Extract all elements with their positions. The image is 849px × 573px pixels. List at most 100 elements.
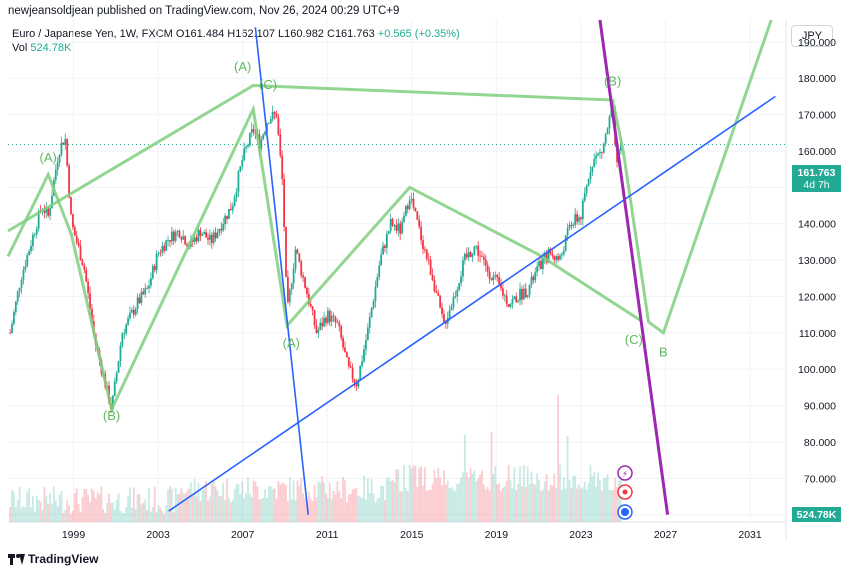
elliott-wave-lines[interactable] — [6, 19, 773, 414]
volume-bar — [269, 486, 272, 522]
candle-body — [564, 235, 567, 251]
volume-bar — [130, 507, 133, 522]
volume-bar — [540, 490, 542, 522]
volume-bar — [136, 494, 139, 522]
candle-body — [600, 151, 603, 153]
volume-bar — [58, 494, 61, 522]
volume-bar — [292, 480, 295, 522]
volume-bar — [454, 491, 457, 522]
candle-body — [555, 256, 558, 261]
volume-bar — [465, 472, 468, 522]
volume-bar — [16, 500, 19, 522]
volume-bar — [235, 483, 238, 522]
volume-bar — [463, 434, 466, 522]
candle-body — [247, 145, 249, 147]
candle-body — [361, 361, 364, 366]
candle-body — [576, 214, 579, 222]
volume-bar — [380, 485, 383, 522]
candle-body — [228, 209, 230, 219]
volume-bar — [64, 509, 67, 522]
volume-bar — [355, 487, 358, 522]
dividend-event-icon[interactable] — [617, 465, 633, 481]
time-tick-label: 2023 — [569, 529, 593, 541]
legend-symbol[interactable]: Euro / Japanese Yen, 1W, FXCM — [12, 28, 173, 40]
chart-event-icons[interactable]: ⚡ — [617, 465, 633, 520]
volume-bar — [208, 496, 211, 522]
volume-bar — [247, 477, 249, 522]
volume-bar — [157, 505, 160, 522]
volume-bar — [387, 477, 390, 522]
volume-bar — [30, 507, 32, 522]
candle-body — [248, 132, 251, 146]
candle-body — [119, 345, 122, 361]
volume-bar — [420, 466, 423, 522]
volume-bar — [111, 502, 114, 522]
candle-body — [153, 266, 156, 271]
candle-body — [325, 317, 327, 323]
price-badge-value: 161.763 — [798, 167, 836, 179]
volume-bar — [418, 467, 421, 522]
lightning-icon: ⚡ — [622, 470, 628, 480]
volume-bar — [574, 475, 577, 522]
volume-bar — [127, 496, 129, 522]
tradingview-footer[interactable]: TradingView — [8, 552, 98, 566]
time-axis[interactable]: 1999 2003 2007 2011 2015 2019 2023 2027 2031 — [62, 529, 762, 541]
candle-body — [406, 205, 409, 210]
volume-bar — [100, 486, 103, 522]
candle-body — [30, 245, 32, 252]
volume-bar — [606, 474, 609, 522]
candle-body — [599, 151, 601, 154]
volume-bar — [129, 487, 131, 522]
currency-button[interactable]: JPY — [791, 25, 833, 47]
volume-bar — [123, 512, 126, 522]
volume-bar — [492, 473, 495, 522]
price-tick-label: 180.000 — [798, 73, 836, 85]
volume-bar — [591, 475, 594, 522]
candle-body — [51, 195, 53, 209]
candle-body — [606, 128, 609, 135]
volume-bar — [193, 478, 196, 522]
volume-bar — [32, 495, 34, 522]
volume-bar — [370, 478, 373, 522]
volume-bar — [169, 486, 171, 522]
volume-bar — [439, 477, 442, 522]
candle-body — [115, 372, 118, 382]
volume-bar — [155, 512, 158, 522]
volume-bar — [317, 481, 320, 522]
candle-body — [182, 236, 185, 240]
wave-label: (A) — [234, 59, 251, 74]
volume-badge — [792, 507, 841, 522]
volume-bar — [323, 482, 325, 522]
candle-body — [589, 172, 592, 180]
candle-body — [77, 242, 80, 246]
price-axis[interactable]: 190.000180.000170.000160.000150.000140.0… — [798, 37, 836, 522]
volume-bar — [521, 486, 523, 522]
volume-bar — [376, 498, 379, 522]
candle-body — [89, 292, 91, 309]
candle-body — [521, 288, 523, 300]
candle-body — [536, 266, 539, 273]
volume-bar — [151, 507, 154, 522]
trend-lines[interactable] — [168, 19, 776, 515]
candle-body — [197, 230, 200, 242]
candle-body — [404, 205, 407, 216]
volume-bar — [422, 485, 424, 522]
volume-bar — [140, 504, 143, 522]
volume-bar — [412, 465, 415, 522]
candle-body — [450, 306, 453, 311]
volume-bar — [33, 511, 36, 522]
candle-body — [522, 288, 525, 300]
candle-body — [328, 310, 331, 322]
volume-bar — [344, 479, 346, 522]
price-tick-label: 100.000 — [798, 364, 836, 376]
volume-bar — [98, 493, 101, 522]
legend-vol-label[interactable]: Vol — [12, 42, 28, 54]
volume-bar — [18, 487, 21, 522]
candle-body — [306, 287, 308, 294]
volume-bar — [201, 490, 204, 522]
candle-body — [58, 155, 61, 163]
candle-body — [473, 246, 476, 255]
time-tick-label: 1999 — [62, 529, 86, 541]
volume-bar — [197, 482, 200, 522]
